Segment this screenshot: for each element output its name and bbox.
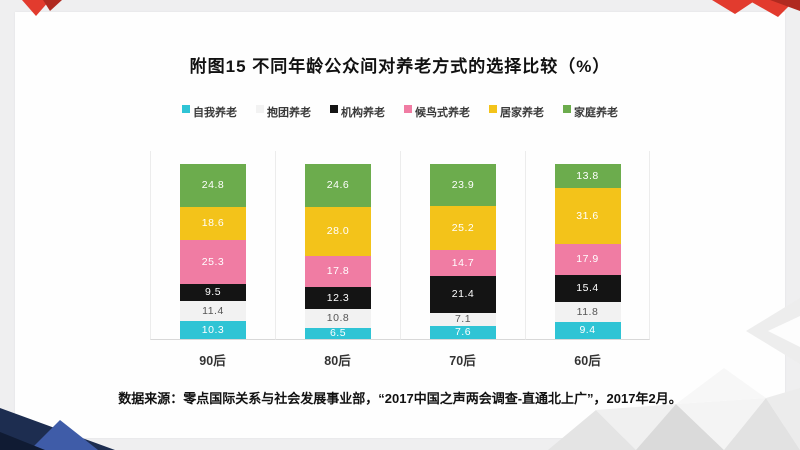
stacked-bar: 13.8 31.6 17.9 15.4 11.8 9.4 [554,164,621,339]
segment-value: 28.0 [326,225,350,238]
bar-segment: 7.1 [430,313,496,326]
bar-segment: 9.4 [554,322,621,339]
category-label: 70后 [449,354,476,368]
legend-swatch [256,105,264,113]
legend-swatch [489,105,497,113]
segment-value: 9.4 [579,324,596,337]
bar-area: 24.8 18.6 25.3 9.5 11.4 10.3 [150,151,275,340]
segment-value: 15.4 [576,282,599,295]
legend-item: 机构养老 [330,104,385,120]
segment-value: 24.6 [326,179,350,192]
category-column: 23.9 25.2 14.7 21.4 7.1 7.6 70后 [400,151,525,369]
stacked-bar: 24.6 28.0 17.8 12.3 10.8 6.5 [305,164,371,339]
category-column: 13.8 31.6 17.9 15.4 11.8 9.4 60后 [525,151,650,369]
bar-segment: 9.5 [180,284,246,301]
bar-segment: 17.8 [305,256,371,288]
segment-value: 21.4 [451,288,475,301]
bar-segment: 25.3 [180,240,246,285]
bar-segment: 25.2 [430,205,496,250]
category-label: 90后 [199,354,226,368]
legend-item: 候鸟式养老 [404,104,470,120]
legend-item: 家庭养老 [563,104,618,120]
category-label: 60后 [574,354,601,368]
segment-value: 6.5 [329,327,347,339]
legend-item: 居家养老 [489,104,544,120]
segment-value: 10.8 [326,311,350,324]
legend-swatch [330,105,338,113]
bar-area: 13.8 31.6 17.9 15.4 11.8 9.4 [525,151,650,340]
bar-segment: 11.4 [180,300,246,321]
segment-value: 7.6 [454,326,472,339]
bar-segment: 21.4 [430,275,496,314]
bar-segment: 10.3 [180,320,246,339]
legend-label: 自我养老 [193,107,237,119]
bar-segment: 24.8 [180,164,246,208]
bar-segment: 17.9 [554,243,621,275]
chart-title: 附图15 不同年龄公众间对养老方式的选择比较（%） [189,57,611,76]
segment-value: 11.4 [202,304,224,317]
segment-value: 25.2 [451,221,475,234]
bar-area: 23.9 25.2 14.7 21.4 7.1 7.6 [400,151,525,340]
stacked-bar: 24.8 18.6 25.3 9.5 11.4 10.3 [180,164,246,339]
segment-value: 18.6 [201,217,225,230]
bar-segment: 13.8 [554,164,621,189]
bar-segment: 24.6 [305,164,371,208]
segment-value: 25.3 [201,255,225,268]
legend-label: 居家养老 [500,107,544,119]
bar-segment: 12.3 [305,287,371,309]
category-column: 24.8 18.6 25.3 9.5 11.4 10.3 90后 [150,151,275,369]
chart-card: 附图15 不同年龄公众间对养老方式的选择比较（%） 自我养老 抱团养老 机构养老 候鸟… [15,12,785,438]
bar-segment: 31.6 [554,188,621,244]
bar-segment: 14.7 [430,250,496,276]
legend-label: 机构养老 [341,107,385,119]
category-column: 24.6 28.0 17.8 12.3 10.8 6.5 80后 [275,151,400,369]
segment-value: 31.6 [576,209,599,222]
bar-segment: 18.6 [180,207,246,241]
segment-value: 12.3 [326,291,350,304]
legend-swatch [563,105,571,113]
legend-swatch [182,105,190,113]
segment-value: 23.9 [451,178,475,191]
segment-value: 24.8 [201,179,225,192]
bar-segment: 23.9 [430,164,496,206]
bar-segment: 7.6 [430,325,496,339]
source-note: 数据来源：零点国际关系与社会发展事业部，“2017中国之声两会调查-直通北上广”… [118,391,682,406]
legend-item: 自我养老 [182,104,237,120]
legend-item: 抱团养老 [256,104,311,120]
bar-segment: 15.4 [554,274,621,302]
decor-triangle [43,0,62,11]
segment-value: 13.8 [576,169,599,182]
segment-value: 7.1 [454,313,472,326]
legend-label: 候鸟式养老 [415,107,470,119]
segment-value: 11.8 [576,305,599,318]
legend-label: 家庭养老 [574,107,618,119]
decor-triangle [770,0,800,11]
segment-value: 9.5 [204,286,222,299]
legend-label: 抱团养老 [267,107,311,119]
stacked-bar: 23.9 25.2 14.7 21.4 7.1 7.6 [430,164,496,339]
segment-value: 17.8 [326,265,350,278]
legend: 自我养老 抱团养老 机构养老 候鸟式养老 居家养老 家庭养老 [15,104,785,120]
bar-segment: 11.8 [554,301,621,323]
segment-value: 14.7 [451,256,475,269]
bar-segment: 6.5 [305,327,371,339]
bar-segment: 28.0 [305,207,371,257]
bar-segment: 10.8 [305,308,371,328]
legend-swatch [404,105,412,113]
segment-value: 17.9 [576,252,599,265]
category-label: 80后 [324,354,351,368]
segment-value: 10.3 [201,323,225,336]
bar-area: 24.6 28.0 17.8 12.3 10.8 6.5 [275,151,400,340]
plot-area: 24.8 18.6 25.3 9.5 11.4 10.3 90后 24.6 28.0 17.8 12… [150,151,650,369]
